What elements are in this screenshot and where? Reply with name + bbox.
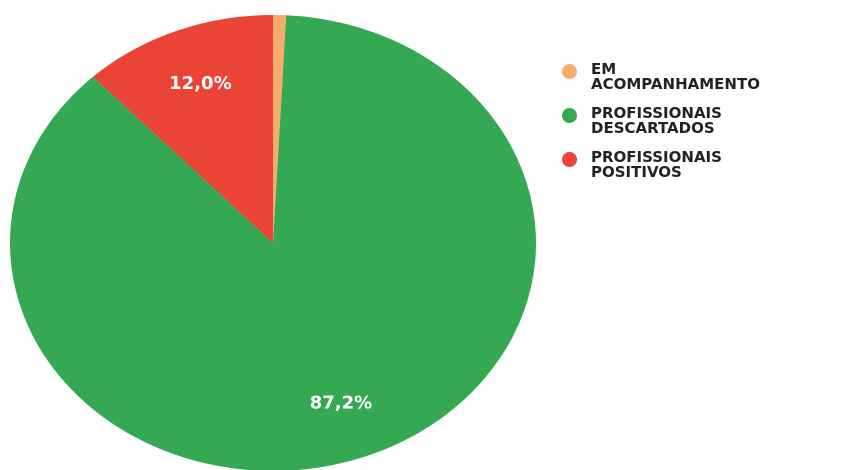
pie-slice xyxy=(92,15,273,243)
legend: EM ACOMPANHAMENTO PROFISSIONAIS DESCARTAD… xyxy=(562,62,762,194)
legend-item: PROFISSIONAIS DESCARTADOS xyxy=(562,106,762,136)
pie-slice xyxy=(273,15,287,243)
legend-label: PROFISSIONAIS POSITIVOS xyxy=(591,148,722,181)
legend-item: EM ACOMPANHAMENTO xyxy=(562,62,762,92)
legend-swatch xyxy=(562,64,577,79)
legend-label: PROFISSIONAIS DESCARTADOS xyxy=(591,104,722,137)
legend-item: PROFISSIONAIS POSITIVOS xyxy=(562,150,762,180)
legend-label: EM ACOMPANHAMENTO xyxy=(591,60,760,93)
legend-swatch xyxy=(562,108,577,123)
pie-slice xyxy=(10,15,536,470)
slice-label: 87,2% xyxy=(310,393,372,414)
legend-swatch xyxy=(562,152,577,167)
slice-label: 12,0% xyxy=(169,73,231,94)
